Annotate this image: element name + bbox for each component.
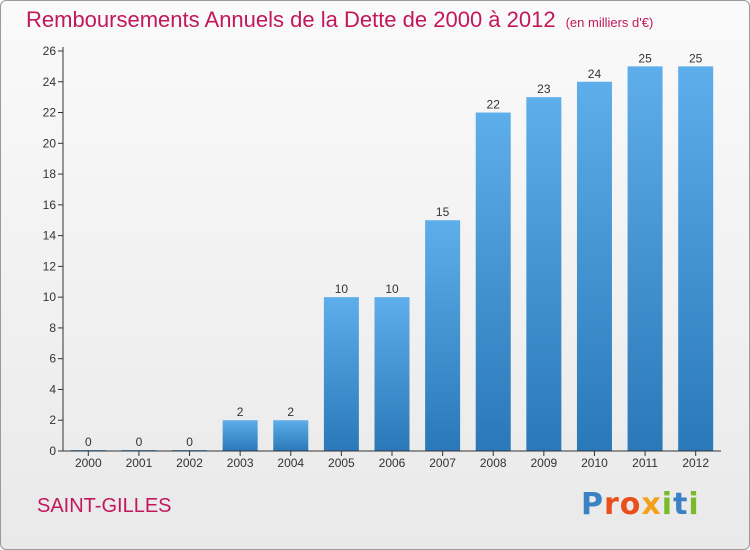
bar-value-label: 0: [85, 435, 92, 449]
x-tick-label: 2003: [227, 456, 254, 470]
x-tick-label: 2011: [632, 456, 658, 470]
bar-value-label: 25: [638, 51, 652, 65]
x-axis: 2000 2001 2002 2003 2004 2005 2006 2007 2008 2009…: [63, 450, 721, 470]
bar-value-label: 23: [537, 82, 551, 96]
logo-letter: i: [661, 487, 674, 522]
unit-label: (en milliers d'€): [565, 15, 654, 30]
bar-value-label: 2: [237, 405, 244, 419]
y-tick-label: 6: [49, 352, 56, 366]
y-tick-label: 4: [49, 382, 56, 396]
bar: [475, 112, 511, 452]
bar: [526, 97, 562, 452]
bar-value-label: 25: [689, 51, 703, 65]
y-tick-label: 8: [49, 321, 56, 335]
logo-letter: t: [673, 487, 689, 522]
bar-value-label: 2: [287, 405, 294, 419]
y-tick-label: 26: [43, 44, 57, 58]
y-tick-label: 10: [43, 290, 57, 304]
y-tick-label: 18: [43, 167, 57, 181]
y-tick-label: 20: [43, 136, 57, 150]
bar-value-label: 0: [186, 435, 193, 449]
bar: [425, 220, 461, 451]
bar: [222, 420, 258, 451]
title-text: Remboursements Annuels de la Dette de 20…: [26, 7, 556, 32]
bar-value-label: 10: [335, 282, 349, 296]
logo-letter: x: [641, 487, 662, 522]
y-tick-label: 0: [49, 444, 56, 458]
bar-value-label: 22: [487, 98, 501, 112]
x-tick-label: 2006: [379, 456, 406, 470]
x-tick-label: 2000: [75, 456, 102, 470]
y-tick-label: 22: [43, 106, 57, 120]
bar: [627, 66, 663, 451]
x-tick-label: 2005: [328, 456, 355, 470]
logo-letter: P: [581, 487, 604, 522]
x-tick-label: 2007: [429, 456, 456, 470]
chart-title: Remboursements Annuels de la Dette de 20…: [26, 7, 653, 33]
bar: [273, 420, 309, 451]
logo-letter: r: [604, 487, 620, 522]
x-tick-label: 2009: [530, 456, 557, 470]
bar-value-label: 24: [588, 67, 602, 81]
bar: [678, 66, 714, 451]
logo-letter: o: [619, 487, 642, 522]
bar-value-label: 0: [136, 435, 143, 449]
x-tick-label: 2002: [176, 456, 203, 470]
bar: [374, 297, 410, 451]
proxiti-logo: Proxiti: [581, 487, 700, 522]
commune-name: SAINT-GILLES: [37, 495, 172, 517]
x-tick-label: 2008: [480, 456, 507, 470]
y-tick-label: 24: [43, 75, 57, 89]
x-tick-label: 2001: [126, 456, 153, 470]
x-tick-label: 2012: [682, 456, 709, 470]
bar: [576, 81, 612, 452]
y-tick-label: 16: [43, 198, 57, 212]
y-tick-label: 2: [49, 413, 56, 427]
bar: [323, 297, 359, 451]
x-tick-label: 2004: [277, 456, 304, 470]
bar-value-label: 10: [385, 282, 399, 296]
logo-letter: i: [688, 487, 700, 522]
y-tick-label: 12: [43, 259, 57, 273]
x-tick-label: 2010: [581, 456, 608, 470]
bar-value-label: 15: [436, 205, 450, 219]
y-tick-label: 14: [43, 229, 57, 243]
